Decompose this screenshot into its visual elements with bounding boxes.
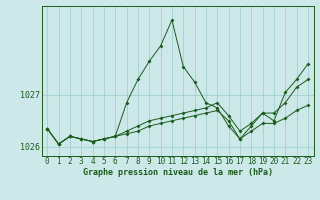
X-axis label: Graphe pression niveau de la mer (hPa): Graphe pression niveau de la mer (hPa) — [83, 168, 273, 177]
